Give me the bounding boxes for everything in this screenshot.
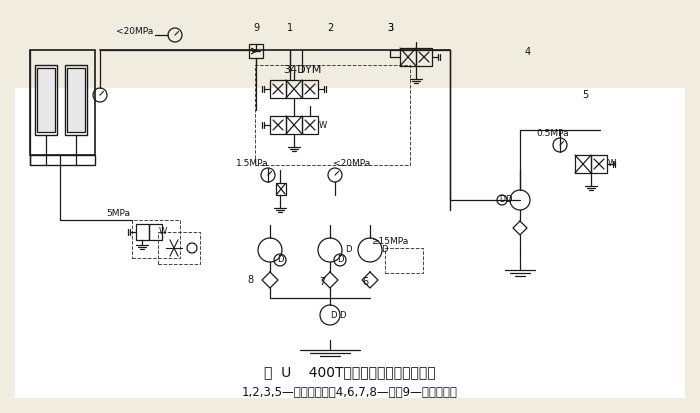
Bar xyxy=(158,232,200,264)
Bar xyxy=(255,65,410,165)
Text: <20MPa: <20MPa xyxy=(333,159,370,168)
Bar xyxy=(37,68,55,132)
Bar xyxy=(385,248,423,273)
Bar xyxy=(302,80,318,98)
Text: 34DYM: 34DYM xyxy=(283,65,321,75)
Text: D: D xyxy=(337,256,343,264)
Bar xyxy=(132,220,180,258)
Text: 4: 4 xyxy=(525,47,531,57)
Bar xyxy=(65,65,87,135)
Text: D: D xyxy=(339,311,345,320)
Text: 6: 6 xyxy=(362,277,368,287)
Text: 0.5MPa: 0.5MPa xyxy=(537,128,569,138)
Text: 7: 7 xyxy=(319,277,325,287)
Text: 1.5MPa: 1.5MPa xyxy=(236,159,268,168)
Text: 1: 1 xyxy=(287,23,293,33)
Bar xyxy=(15,88,685,398)
Text: 图  U    400T液压机液压图（改进后）: 图 U 400T液压机液压图（改进后） xyxy=(264,365,436,379)
Bar xyxy=(67,68,85,132)
Text: W: W xyxy=(319,121,327,130)
Text: <20MPa: <20MPa xyxy=(116,28,153,36)
Bar xyxy=(302,116,318,134)
Bar xyxy=(149,224,162,240)
Bar xyxy=(416,48,432,66)
Text: D: D xyxy=(499,195,505,204)
Bar xyxy=(136,224,149,240)
Text: 5MPa: 5MPa xyxy=(106,209,130,218)
Text: D: D xyxy=(330,311,337,320)
Bar xyxy=(35,65,57,135)
Text: 2: 2 xyxy=(327,23,333,33)
Bar xyxy=(591,155,607,173)
Bar xyxy=(249,44,263,58)
Text: 8: 8 xyxy=(247,275,253,285)
Bar xyxy=(286,80,302,98)
Bar xyxy=(400,48,416,66)
Bar xyxy=(270,116,286,134)
Text: W: W xyxy=(608,159,616,169)
Text: D: D xyxy=(276,256,284,264)
Bar xyxy=(276,183,286,195)
Text: 9: 9 xyxy=(253,23,259,33)
Bar xyxy=(30,155,95,165)
Bar xyxy=(286,116,302,134)
Text: 5: 5 xyxy=(582,90,588,100)
Text: D: D xyxy=(505,195,511,204)
Bar xyxy=(30,50,95,155)
Text: 3: 3 xyxy=(387,23,393,33)
Text: ≥15MPa: ≥15MPa xyxy=(372,237,409,247)
Text: D: D xyxy=(344,245,351,254)
Text: W: W xyxy=(159,228,167,237)
Bar xyxy=(270,80,286,98)
Text: 1,2,3,5—电磁换向阀；4,6,7,8—泵；9—液控单向阀: 1,2,3,5—电磁换向阀；4,6,7,8—泵；9—液控单向阀 xyxy=(242,385,458,399)
Text: 3: 3 xyxy=(387,23,393,33)
Bar xyxy=(575,155,591,173)
Text: D: D xyxy=(381,245,387,254)
